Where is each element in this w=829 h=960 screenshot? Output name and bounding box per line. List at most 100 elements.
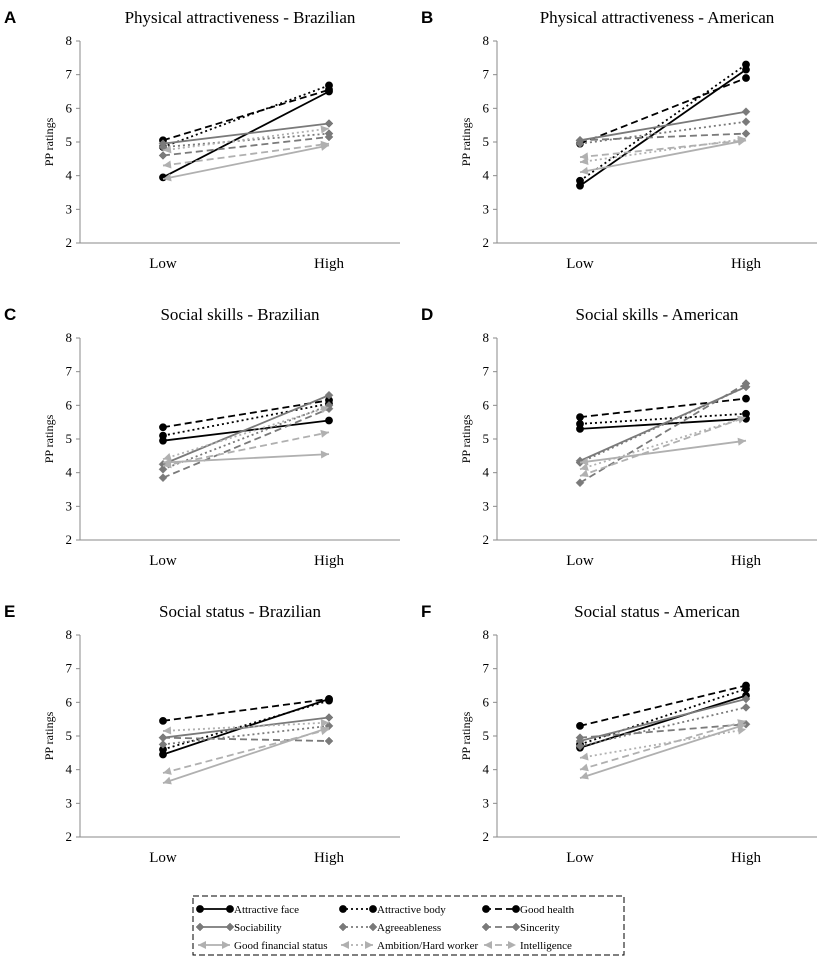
series-intelligence (162, 140, 330, 169)
series-line (579, 137, 747, 164)
panel-title: Physical attractiveness - American (540, 8, 775, 27)
series-line (579, 110, 747, 142)
legend-marker (482, 905, 490, 913)
legend-marker (365, 941, 373, 949)
y-tick-label: 3 (66, 498, 73, 513)
panel-a: A Physical attractiveness - Brazilian 2 3 4 5… (4, 8, 400, 272)
data-point (575, 741, 585, 751)
y-tick-label: 6 (483, 397, 490, 412)
series-line (579, 397, 747, 419)
y-tick-label: 8 (66, 627, 73, 642)
series-line (162, 84, 330, 148)
legend-label: Agreeableness (377, 922, 441, 934)
series-line (579, 139, 747, 159)
series-line (162, 726, 330, 784)
y-tick-label: 3 (483, 498, 490, 513)
data-point (320, 140, 329, 149)
data-point (741, 129, 751, 138)
series-attractive-body (576, 684, 750, 749)
legend-label: Attractive body (377, 904, 446, 916)
legend-entry-agreeableness: Agreeableness (338, 922, 441, 934)
data-point (320, 718, 329, 727)
y-tick-label: 8 (483, 330, 490, 345)
y-tick-label: 2 (66, 532, 73, 547)
data-point (325, 85, 333, 94)
x-tick-label: High (314, 850, 345, 866)
panel-letter: D (421, 305, 433, 324)
legend-marker (339, 905, 347, 913)
series-sociability (158, 390, 334, 469)
legend-entry-attractive-face: Attractive face (196, 904, 299, 916)
y-axis-label: PP ratings (459, 117, 473, 166)
series-good-financial-status (162, 450, 330, 467)
y-tick-label: 7 (66, 364, 73, 379)
data-point (324, 119, 334, 128)
series-intelligence (579, 416, 747, 478)
data-point (163, 452, 172, 461)
y-tick-label: 6 (483, 100, 490, 115)
series-good-financial-status (579, 137, 747, 175)
series-line (579, 416, 747, 471)
y-tick-label: 7 (483, 67, 490, 82)
legend-marker (508, 941, 516, 949)
legend-marker (196, 905, 204, 913)
series-sincerity (575, 129, 751, 145)
series-ambition-hard-worker (579, 726, 747, 761)
panels: A Physical attractiveness - Brazilian 2 3 4 5… (4, 8, 817, 866)
legend-label: Sociability (234, 922, 282, 934)
series-ambition-hard-worker (162, 125, 330, 154)
y-axis-label: PP ratings (459, 414, 473, 463)
legend-label: Sincerity (520, 922, 560, 934)
y-tick-label: 6 (66, 100, 73, 115)
legend-marker (512, 905, 520, 913)
data-point (741, 107, 751, 117)
data-point (163, 767, 172, 775)
panel-letter: F (421, 602, 431, 621)
series-line (162, 122, 330, 145)
series-line (162, 142, 330, 167)
legend: Attractive face Attractive body Good healt… (192, 895, 625, 956)
x-tick-label: Low (149, 256, 177, 272)
y-tick-label: 8 (66, 330, 73, 345)
series-line (162, 728, 330, 774)
data-point (741, 703, 751, 712)
data-point (163, 726, 172, 735)
series-good-health (159, 695, 333, 725)
data-point (159, 716, 167, 725)
data-point (742, 409, 750, 418)
series-line (579, 416, 747, 477)
legend-entry-intelligence: Intelligence (484, 940, 572, 952)
y-tick-label: 4 (483, 168, 490, 183)
data-point (741, 117, 751, 127)
series-line (579, 694, 747, 749)
data-point (576, 419, 584, 428)
legend-marker (225, 922, 235, 932)
data-point (159, 431, 167, 440)
legend-entry-good-financial-status: Good financial status (198, 940, 327, 952)
data-point (320, 727, 329, 736)
legend-label: Attractive face (234, 904, 299, 916)
data-point (576, 722, 584, 730)
legend-entry-sociability: Sociability (195, 922, 282, 934)
x-tick-label: Low (149, 553, 177, 569)
y-tick-label: 5 (483, 431, 490, 446)
data-point (737, 437, 746, 446)
series-agreeableness (575, 703, 751, 751)
data-point (163, 160, 172, 169)
data-point (320, 405, 329, 414)
legend-label: Good health (520, 904, 575, 916)
series-good-health (159, 396, 333, 432)
series-intelligence (162, 429, 330, 469)
y-tick-label: 5 (66, 134, 73, 149)
panel-c: C Social skills - Brazilian 2 3 4 5 6 7 8 PP rati… (4, 305, 400, 569)
series-line (162, 716, 330, 739)
y-tick-label: 4 (66, 168, 73, 183)
series-line (579, 439, 747, 464)
legend-marker (341, 941, 349, 949)
panel-title: Social status - Brazilian (159, 602, 321, 621)
data-point (576, 413, 584, 422)
x-tick-label: Low (566, 256, 594, 272)
y-tick-label: 8 (483, 33, 490, 48)
x-tick-label: High (731, 256, 762, 272)
y-tick-label: 2 (483, 532, 490, 547)
